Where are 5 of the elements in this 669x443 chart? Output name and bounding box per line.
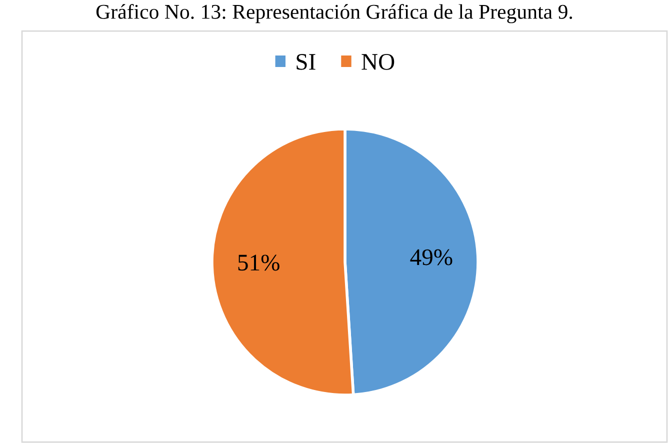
legend-label: NO (362, 54, 394, 70)
data-label: 51% (238, 254, 280, 271)
legend-label: SI (296, 54, 316, 70)
chart-title: Gráfico No. 13: Representación Gráfica de la Pregunta 9. (96, 4, 572, 24)
data-label: 49% (410, 249, 452, 266)
